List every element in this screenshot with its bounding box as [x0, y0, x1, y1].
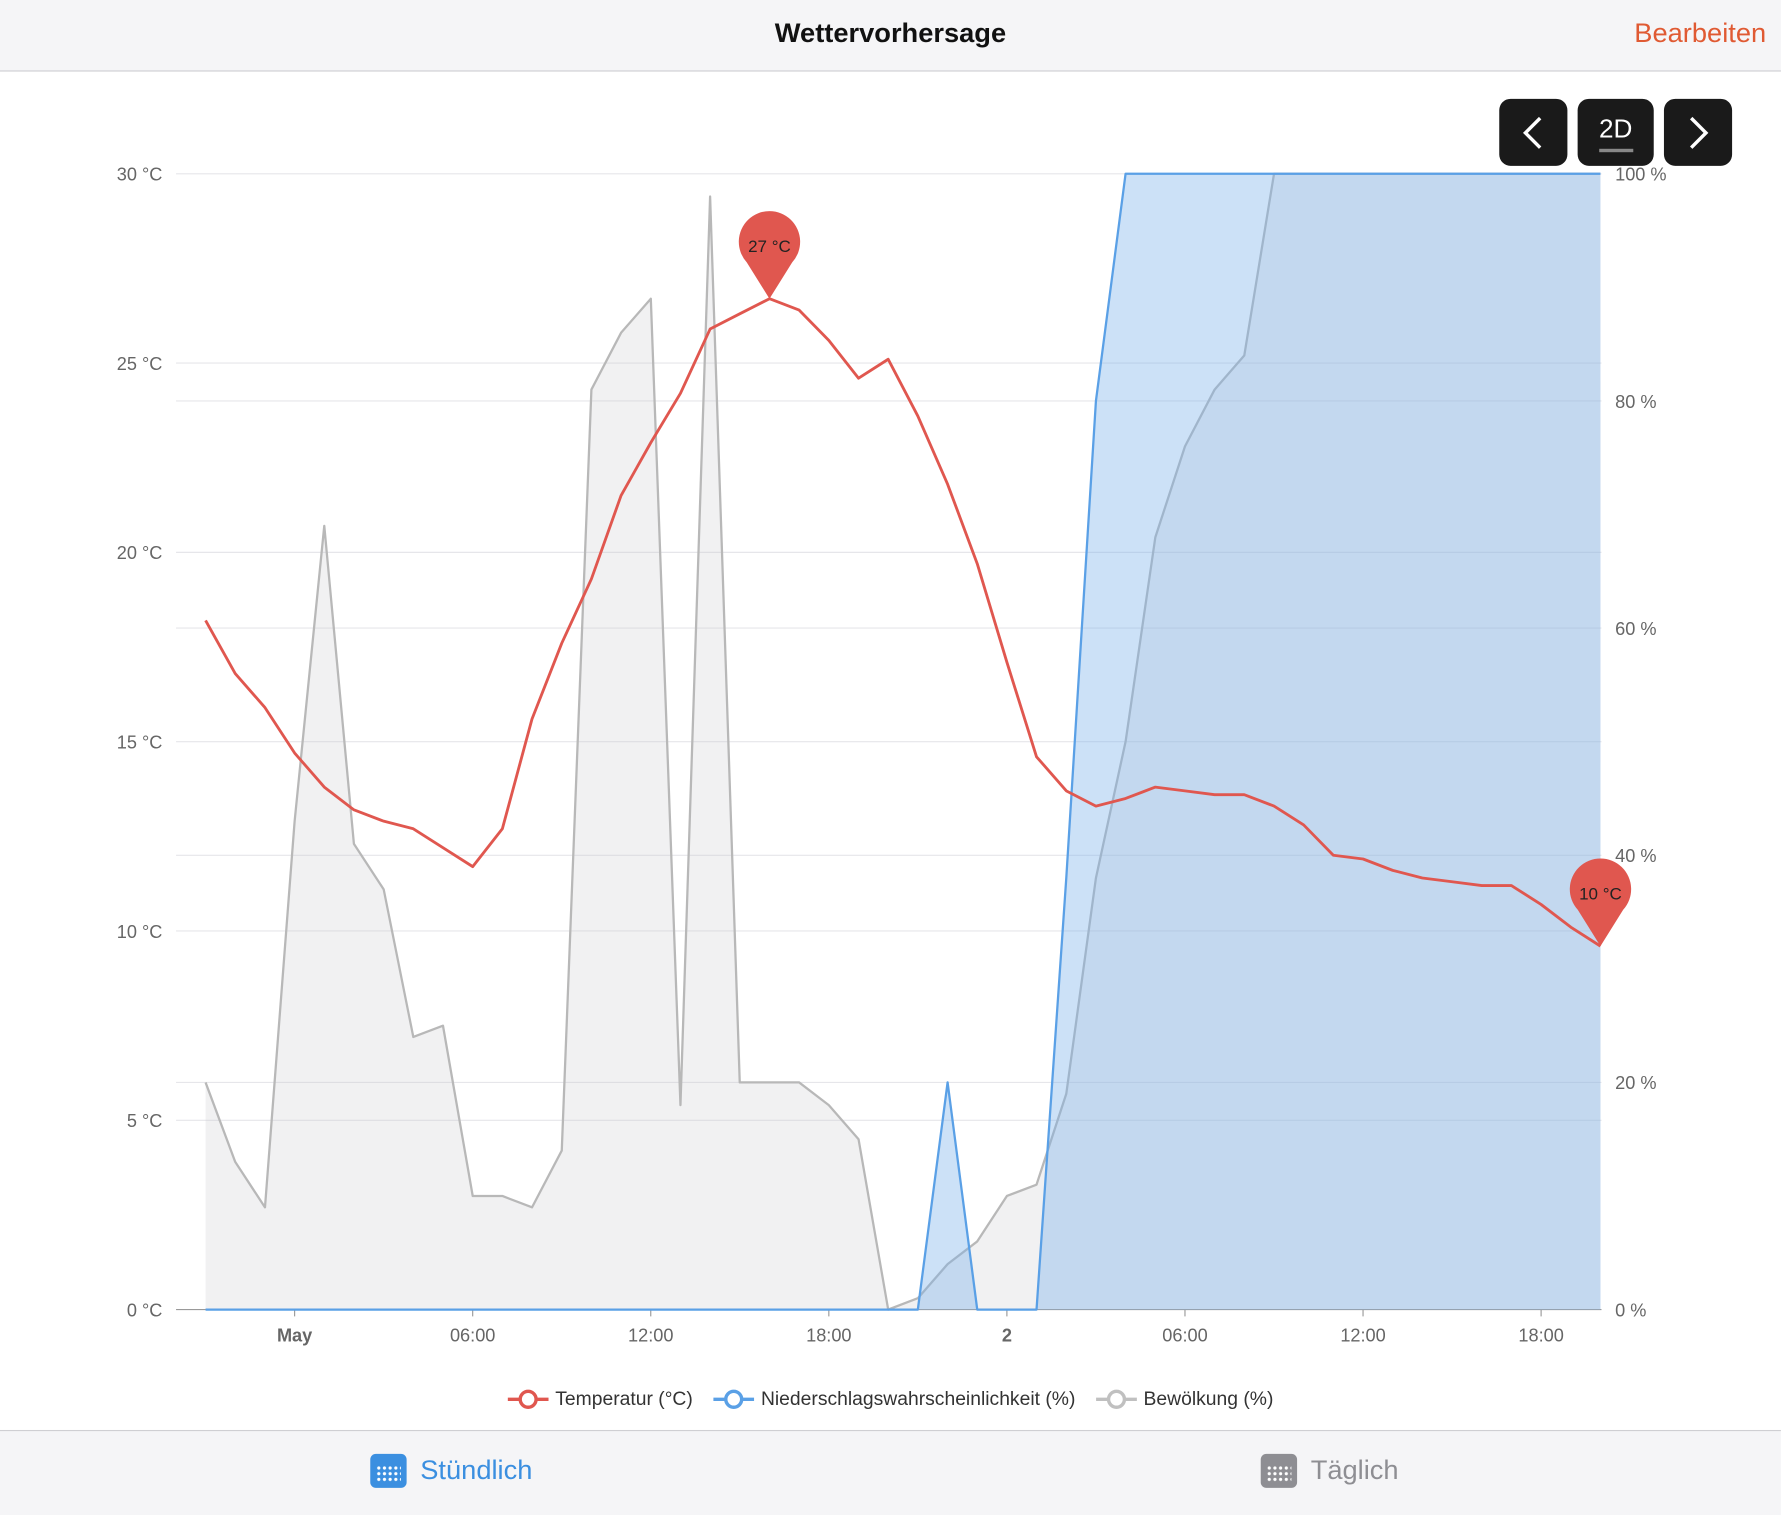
legend-marker-icon — [507, 1389, 549, 1409]
max-min-pin-icon — [738, 211, 801, 299]
y-right-tick-label: 60 % — [1615, 619, 1656, 639]
legend-temperature[interactable]: Temperatur (°C) — [507, 1387, 693, 1411]
chevron-left-icon — [1522, 116, 1542, 149]
legend-label: Temperatur (°C) — [555, 1387, 693, 1410]
page-title: Wettervorhersage — [774, 18, 1007, 49]
tab-label: Täglich — [1310, 1454, 1399, 1486]
pin-label: 10 °C — [1579, 885, 1622, 904]
legend-label: Niederschlagswahrscheinlichkeit (%) — [760, 1387, 1076, 1410]
previous-button[interactable] — [1499, 98, 1568, 166]
x-tick-label: 06:00 — [1162, 1325, 1207, 1345]
y-right-tick-label: 40 % — [1615, 846, 1656, 866]
precipitation-line — [205, 172, 1601, 1311]
view-mode-button[interactable]: 2D — [1577, 98, 1654, 166]
x-tick-label: 18:00 — [1518, 1325, 1563, 1345]
max-min-pin-icon — [1569, 858, 1632, 947]
legend-precipitation[interactable]: Niederschlagswahrscheinlichkeit (%) — [713, 1388, 1075, 1411]
chevron-right-icon — [1690, 116, 1709, 149]
y-right-tick-label: 100 % — [1615, 165, 1666, 185]
calendar-icon — [1260, 1453, 1298, 1488]
view-mode-label: 2D — [1598, 113, 1633, 143]
x-tick-label: 12:00 — [1340, 1325, 1385, 1345]
x-tick-label: 06:00 — [450, 1325, 495, 1345]
x-tick-label: 2 — [1002, 1325, 1012, 1345]
temperature-line — [204, 297, 1602, 948]
tab-hourly[interactable]: Stündlich — [370, 1453, 533, 1488]
x-tick-label: 18:00 — [806, 1325, 851, 1345]
x-tick-label: May — [277, 1325, 312, 1345]
next-button[interactable] — [1663, 98, 1733, 166]
y-right-tick-label: 80 % — [1615, 392, 1656, 412]
y-left-tick-label: 15 °C — [117, 732, 163, 752]
y-left-tick-label: 0 °C — [127, 1300, 163, 1320]
legend-marker-icon — [713, 1389, 755, 1409]
y-right-tick-label: 20 % — [1615, 1073, 1656, 1093]
precipitation-area — [205, 173, 1601, 1310]
legend-label: Bewölkung (%) — [1143, 1387, 1274, 1410]
tab-daily[interactable]: Täglich — [1260, 1453, 1399, 1488]
cloud-cover-area — [205, 173, 1601, 1310]
tab-bar: Stündlich Täglich — [0, 1429, 1781, 1515]
y-left-tick-label: 20 °C — [117, 543, 163, 563]
legend-cloud-cover[interactable]: Bewölkung (%) — [1095, 1387, 1274, 1411]
tab-label: Stündlich — [420, 1454, 533, 1486]
pin-label: 27 °C — [748, 237, 791, 256]
x-tick-label: 12:00 — [628, 1325, 673, 1345]
y-left-tick-label: 30 °C — [117, 165, 163, 185]
y-left-tick-label: 10 °C — [117, 922, 163, 942]
chart-legend: Temperatur (°C) Niederschlagswahrscheinl… — [0, 1388, 1781, 1411]
edit-button[interactable]: Bearbeiten — [1634, 18, 1767, 49]
y-right-tick-label: 0 % — [1615, 1300, 1646, 1320]
nav-bar: Wettervorhersage Bearbeiten — [0, 0, 1781, 72]
y-left-tick-label: 25 °C — [117, 354, 163, 374]
legend-marker-icon — [1095, 1389, 1137, 1409]
y-left-tick-label: 5 °C — [127, 1111, 163, 1131]
calendar-icon — [370, 1453, 407, 1488]
